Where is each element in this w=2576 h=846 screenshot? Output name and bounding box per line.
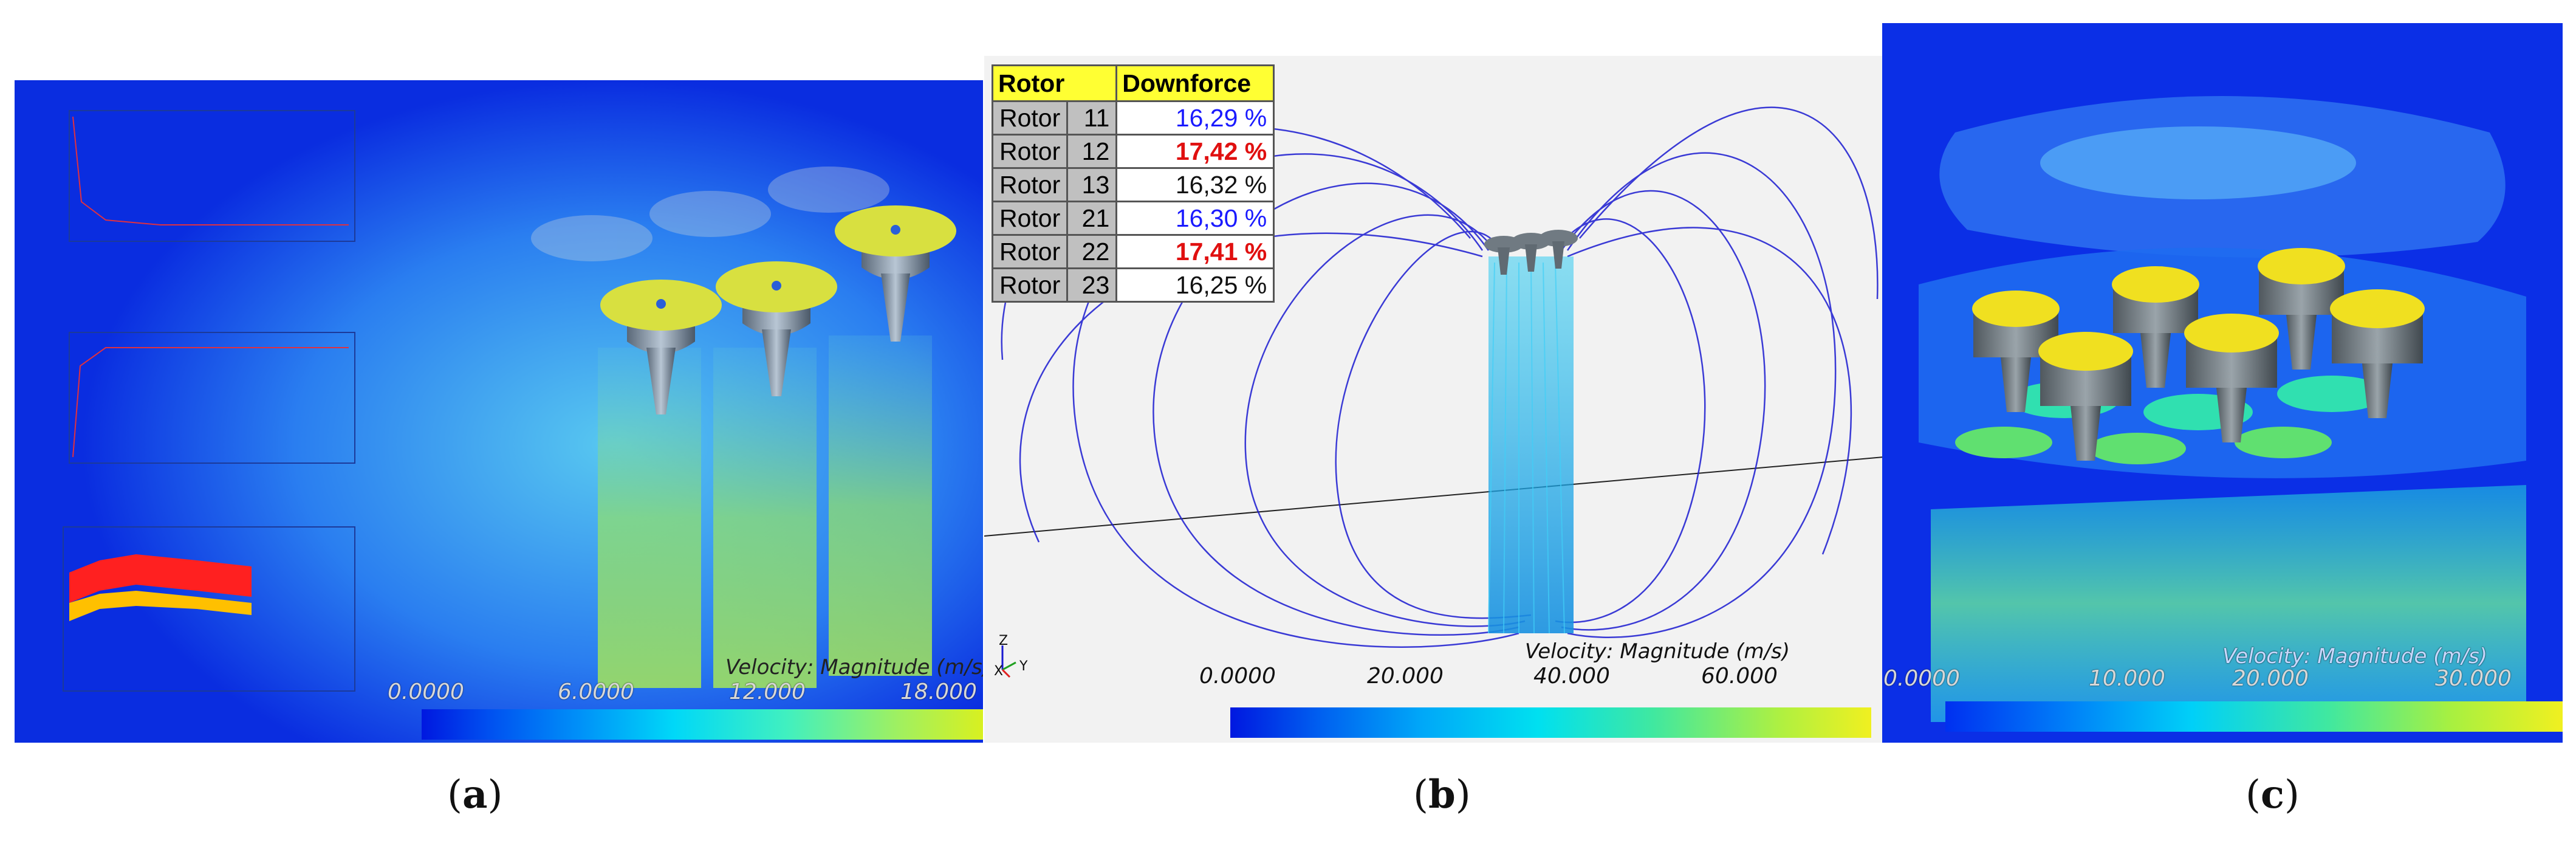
table-row: Rotor 13 16,32 % xyxy=(991,167,1275,202)
table-row: Rotor 23 16,25 % xyxy=(991,267,1275,303)
panel-c-tick: 10.000 xyxy=(2089,666,2165,691)
caption-a: (a) xyxy=(447,772,503,817)
panel-a-legend-title: Velocity: Magnitude (m/s) xyxy=(725,655,983,679)
rotor-label: Rotor xyxy=(991,201,1069,236)
panel-a-rotor xyxy=(716,261,837,396)
panel-b-axis-triad xyxy=(1001,645,1016,678)
rotor-id: 11 xyxy=(1066,100,1118,136)
downforce-value: 16,32 % xyxy=(1115,167,1275,202)
panel-c-tick: 0.0000 xyxy=(1883,666,1960,691)
rotor-label: Rotor xyxy=(991,134,1069,169)
panel-a-rotor xyxy=(600,280,722,414)
panel-c-rotor xyxy=(2258,248,2345,370)
panel-c-rotor xyxy=(2112,266,2199,388)
panel-b-tick: 20.000 xyxy=(1367,664,1444,689)
table-row: Rotor 21 16,30 % xyxy=(991,201,1275,236)
panel-a-scene xyxy=(15,80,983,743)
rotor-label: Rotor xyxy=(991,234,1069,269)
panel-c-colorbar xyxy=(1945,701,2563,732)
panel-a-tick: 12.000 xyxy=(729,679,806,704)
panel-a-monitor-plots xyxy=(63,110,355,692)
panel-b-tick: 0.0000 xyxy=(1199,664,1276,689)
rotor-label: Rotor xyxy=(991,100,1069,136)
panel-b-colorbar xyxy=(1230,707,1871,738)
panel-b-legend-ticks: 0.0000 20.000 40.000 60.000 xyxy=(984,664,1883,690)
rotor-label: Rotor xyxy=(991,167,1069,202)
downforce-value: 17,42 % xyxy=(1115,134,1275,169)
table-header-rotor: Rotor xyxy=(991,64,1118,102)
rotor-label: Rotor xyxy=(991,267,1069,303)
rotor-id: 12 xyxy=(1066,134,1118,169)
rotor-id: 13 xyxy=(1066,167,1118,202)
panel-b-axis-x: X xyxy=(994,664,1004,679)
downforce-value: 16,29 % xyxy=(1115,100,1275,136)
panel-a-velocity-render: Velocity: Magnitude (m/s) 0.0000 6.0000 … xyxy=(15,80,983,743)
rotor-id: 22 xyxy=(1066,234,1118,269)
panel-a-tick: 0.0000 xyxy=(388,679,464,704)
downforce-value: 16,25 % xyxy=(1115,267,1275,303)
panel-c-rotor xyxy=(2184,314,2279,442)
downforce-value: 17,41 % xyxy=(1115,234,1275,269)
panel-b-tick: 60.000 xyxy=(1701,664,1778,689)
panel-c-section-render: Velocity: Magnitude (m/s) 0.0000 10.000 … xyxy=(1882,23,2563,743)
panel-c-rotor xyxy=(2038,332,2133,461)
panel-c-legend-ticks: 0.0000 10.000 20.000 30.000 xyxy=(1882,666,2563,693)
rotor-id: 21 xyxy=(1066,201,1118,236)
panel-c-tick: 30.000 xyxy=(2435,666,2512,691)
panel-b-axis-z: Z xyxy=(999,633,1009,648)
downforce-table: Rotor Downforce Rotor 11 16,29 % Rotor 12 17,… xyxy=(991,64,1275,303)
panel-c-rotor xyxy=(2330,289,2425,418)
panel-c-rotor xyxy=(1972,291,2060,412)
panel-a-colorbar xyxy=(422,709,983,740)
panel-a-jets xyxy=(598,335,932,688)
caption-c: (c) xyxy=(2245,772,2300,817)
panel-a-rotor xyxy=(835,205,956,342)
panel-a-band-plot xyxy=(69,554,252,621)
panel-c-wake xyxy=(1931,485,2526,722)
panel-a-legend-ticks: 0.0000 6.0000 12.000 18.000 xyxy=(15,679,983,706)
rotor-id: 23 xyxy=(1066,267,1118,303)
panel-a-tick: 6.0000 xyxy=(558,679,634,704)
panel-b-rotor-array xyxy=(1484,230,1578,275)
panel-c-legend-title: Velocity: Magnitude (m/s) xyxy=(2222,644,2488,669)
caption-b: (b) xyxy=(1413,772,1471,817)
panel-c-scene xyxy=(1882,23,2563,743)
panel-a-tick: 18.000 xyxy=(900,679,977,704)
downforce-value: 16,30 % xyxy=(1115,201,1275,236)
panel-b-tick: 40.000 xyxy=(1533,664,1610,689)
table-row: Rotor 11 16,29 % xyxy=(991,100,1275,136)
panel-c-tick: 20.000 xyxy=(2232,666,2309,691)
table-row: Rotor 12 17,42 % xyxy=(991,134,1275,169)
panel-b-legend-title: Velocity: Magnitude (m/s) xyxy=(1525,639,1790,664)
table-header-downforce: Downforce xyxy=(1115,64,1275,102)
panel-b-axis-y: Y xyxy=(1019,659,1028,674)
table-row: Rotor 22 17,41 % xyxy=(991,234,1275,269)
panel-b-streamline-render: Z X Y Rotor Downforce Rotor 11 16,29 % Roto… xyxy=(984,56,1883,743)
